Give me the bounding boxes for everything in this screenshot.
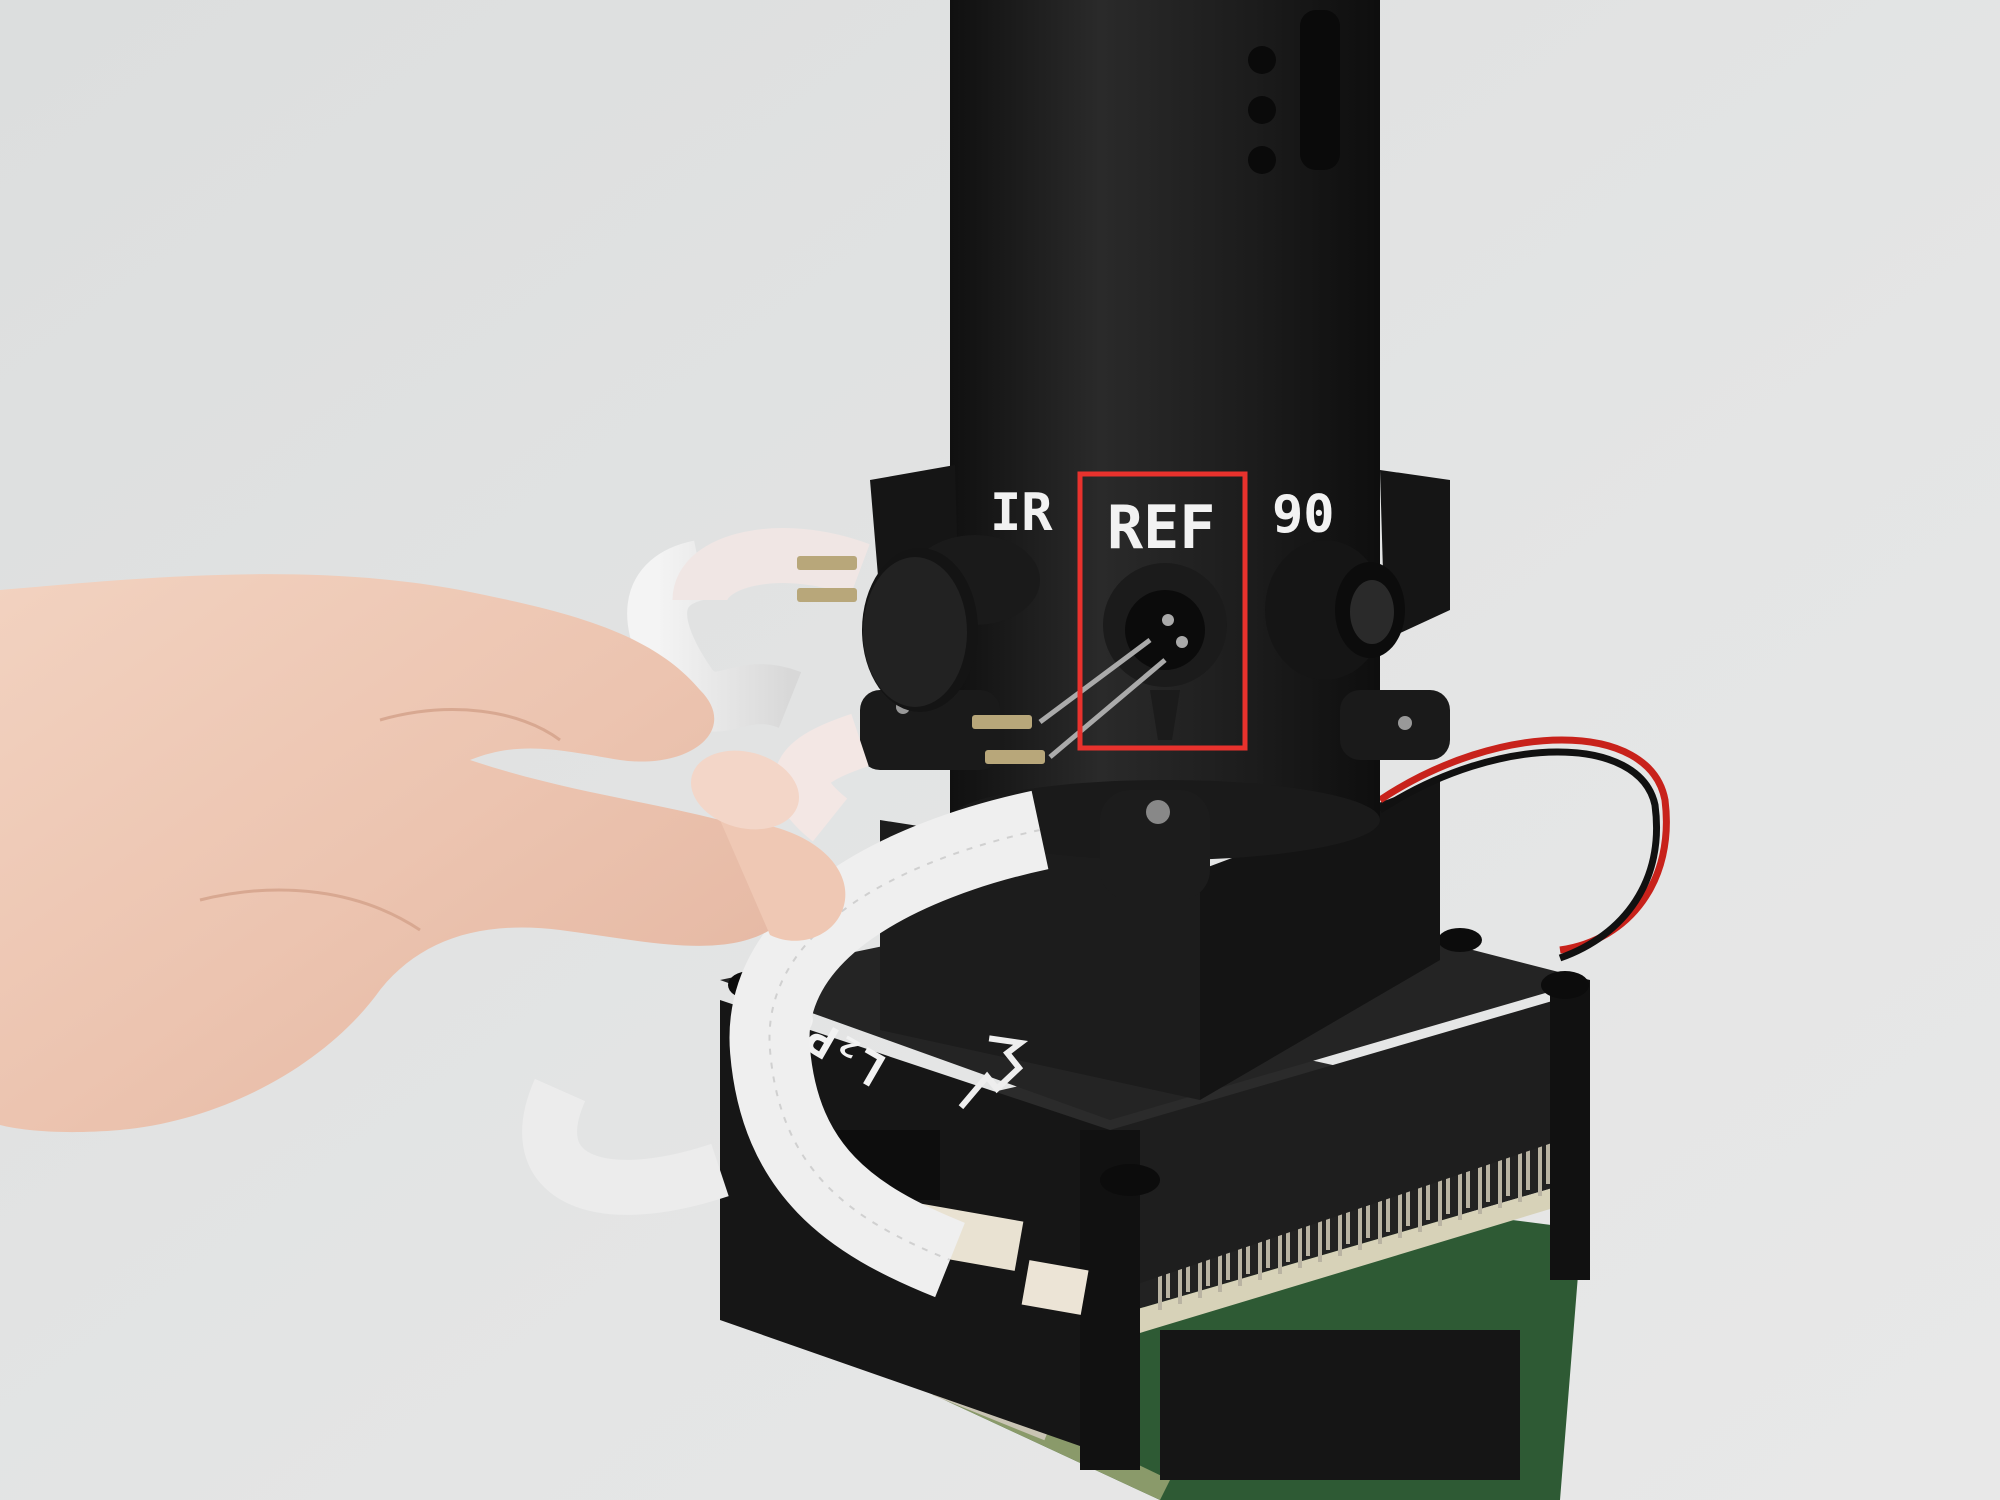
ir-label: IR bbox=[990, 483, 1053, 543]
degree-label: 90 bbox=[1272, 485, 1335, 545]
arrow-mark bbox=[958, 1035, 1029, 1110]
ref-port bbox=[1103, 563, 1227, 740]
power-wire bbox=[1378, 736, 1670, 962]
ref-label: REF bbox=[1107, 493, 1215, 563]
wire-contacts bbox=[797, 556, 1167, 764]
ir-emitter bbox=[862, 535, 1040, 712]
hand bbox=[0, 574, 846, 1133]
side-port bbox=[1265, 540, 1405, 680]
ref-highlight-box bbox=[1077, 471, 1248, 751]
